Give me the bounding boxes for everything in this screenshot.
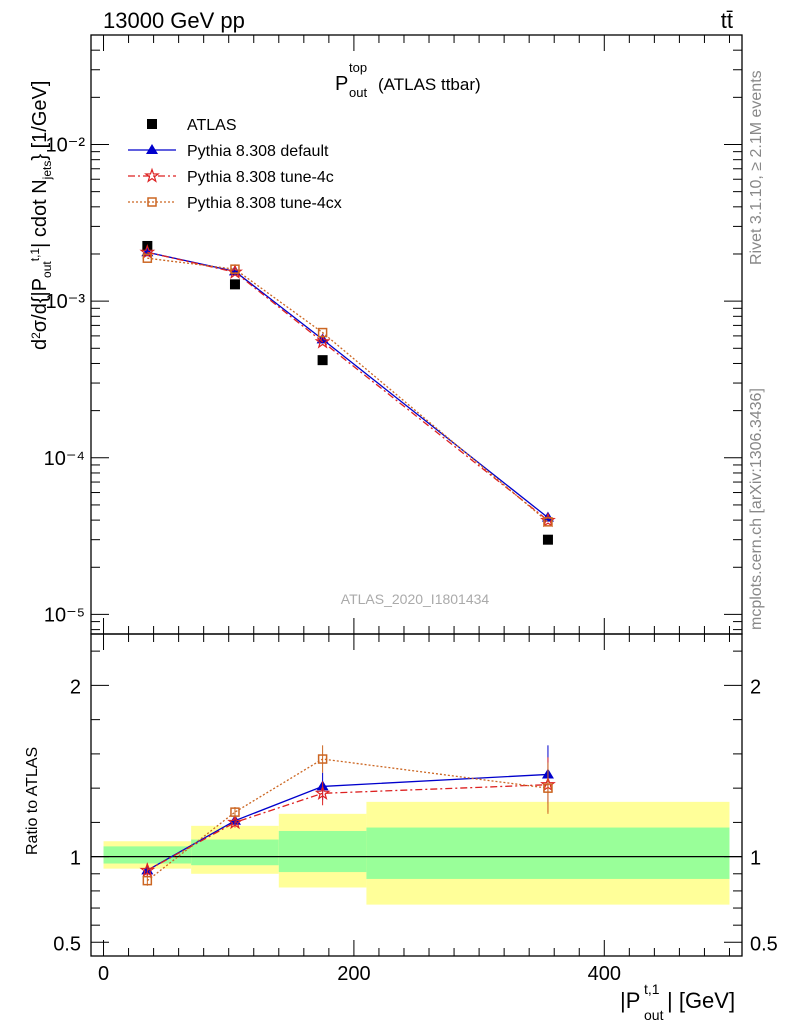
ratio-y-tick-label: 0.5 [53,933,81,955]
uncertainty-band-green [366,827,730,879]
svg-text:out: out [349,85,367,100]
ratio-y-tick-label: 1 [750,848,761,870]
main-panel-plot: 10⁻⁵ 10⁻⁴ 10⁻³ 10⁻² [44,34,742,634]
legend-marker [147,119,157,129]
ratio-y-tick-label: 2 [70,676,81,698]
series-line [147,257,549,523]
x-axis-label: |P out t,1 | [GeV] [620,981,735,1023]
legend-marker [147,197,157,207]
data-point [543,517,553,527]
y-tick-label: 10⁻² [46,134,86,156]
header-energy-label: 13000 GeV pp [103,8,245,33]
data-point [142,253,153,263]
data-point [230,264,240,274]
data-point [317,327,328,338]
rivet-version-label: Rivet 3.1.10, ≥ 2.1M events [748,70,765,265]
legend-marker [144,167,160,183]
x-tick-label: 400 [588,963,621,985]
legend-marker [146,144,158,154]
uncertainty-band-green [278,830,367,873]
legend-label: ATLAS [187,117,237,134]
ratio-panel-plot: 0 200 400 0.5 0.5 1 1 2 2 [53,634,778,985]
mcplots-label: mcplots.cern.ch [arXiv:1306.3436] [748,388,765,630]
analysis-watermark: ATLAS_2020_I1801434 [341,591,490,607]
data-point [542,534,553,545]
legend-label: Pythia 8.308 tune-4cx [187,195,342,212]
data-point [541,511,554,522]
ratio-series-line [147,773,548,871]
legend-label: Pythia 8.308 default [187,143,329,160]
title-sup: top [349,60,367,75]
header-process-label: tt̄ [721,8,733,33]
ratio-y-tick-label: 0.5 [750,933,778,955]
title-main: P [335,73,348,95]
ratio-data-point [139,862,156,878]
svg-text:(ATLAS ttbar): (ATLAS ttbar) [378,75,481,94]
svg-text:d2σ/d{|Poutt,1| cdot Njets} [1: d2σ/d{|Poutt,1| cdot Njets} [1/GeV] [28,81,54,350]
ratio-data-point [227,814,243,830]
ratio-data-point [543,783,553,793]
legend: ATLAS Pythia 8.308 default Pythia 8.308 tu… [128,117,342,212]
series-line [147,251,549,521]
uncertainty-band-green [103,846,192,864]
y-tick-label: 10⁻⁵ [44,604,85,626]
ratio-series-line [147,784,548,871]
uncertainty-band-green [191,839,279,866]
series-line [147,251,549,519]
title-sub: out [349,85,367,100]
x-tick-label: 200 [337,963,370,985]
svg-text:out: out [644,1007,664,1023]
ratio-panel-frame [90,633,743,957]
title-suffix: (ATLAS ttbar) [378,75,481,94]
svg-text:top: top [349,60,367,75]
main-y-axis-label: d2σ/d{|Poutt,1| cdot Njets} [1/GeV] [28,81,54,350]
data-point [314,333,331,349]
y-tick-label: 10⁻⁴ [44,448,85,470]
svg-text:| [GeV]: | [GeV] [667,988,735,1013]
ratio-y-tick-label: 2 [750,676,761,698]
svg-text:P: P [335,73,348,95]
ratio-data-point [317,754,328,764]
y-tick-label: 10⁻³ [46,291,86,313]
ratio-data-point [314,784,331,800]
svg-text:|P: |P [620,988,640,1013]
ratio-y-axis-label: Ratio to ATLAS [24,747,41,855]
main-panel-title: P top out (ATLAS ttbar) [335,60,481,100]
ratio-y-tick-label: 1 [70,848,81,870]
x-tick-label: 0 [98,963,109,985]
data-point [316,333,329,344]
data-point [317,355,328,366]
legend-label: Pythia 8.308 tune-4c [187,169,334,186]
ratio-data-point [142,875,153,886]
data-point [229,279,240,290]
ratio-data-point [230,807,240,817]
svg-text:t,1: t,1 [644,981,660,997]
